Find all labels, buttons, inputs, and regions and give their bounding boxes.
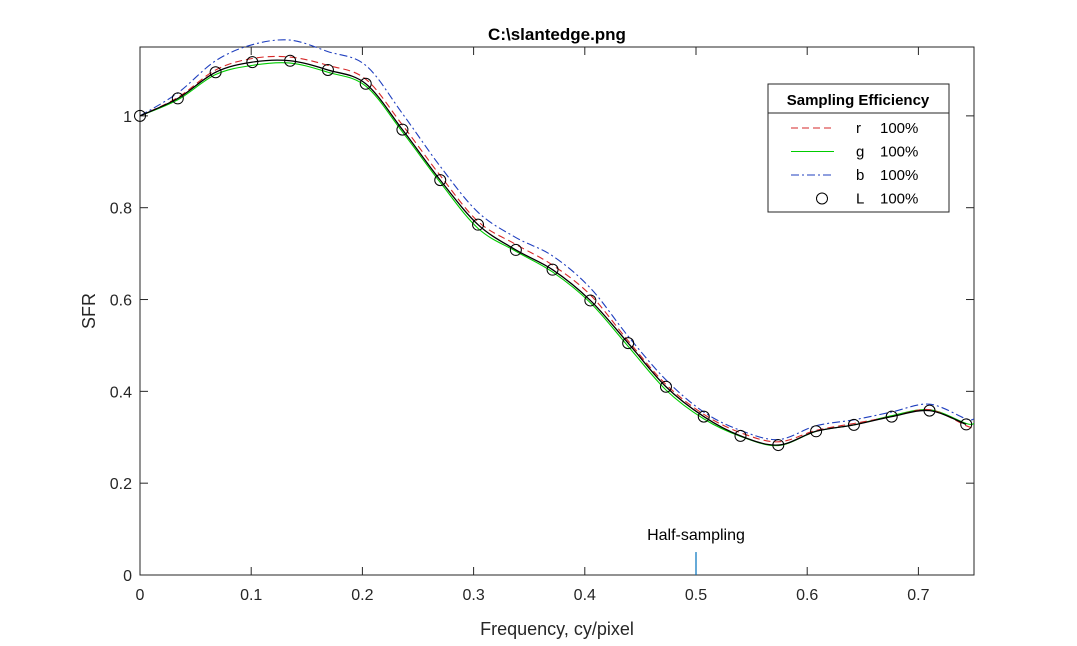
chart-title: C:\slantedge.png	[488, 25, 626, 44]
series-L-point	[622, 337, 635, 350]
half-sampling-annotation: Half-sampling	[647, 527, 745, 575]
x-tick-label: 0.4	[574, 587, 596, 604]
y-tick-label: 1	[123, 109, 132, 126]
y-axis-label: SFR	[79, 293, 99, 329]
x-tick-label: 0.7	[907, 587, 929, 604]
legend-label-b: b	[856, 167, 864, 184]
series-L-point	[546, 263, 559, 276]
legend-title: Sampling Efficiency	[787, 92, 930, 109]
series-L-point	[134, 109, 146, 122]
series-layer	[134, 39, 975, 452]
legend: Sampling Efficiency r 100% g 100% b 100% L 100%	[767, 83, 950, 213]
series-L-point	[847, 418, 860, 431]
series-L-point	[772, 439, 785, 452]
series-L-point	[359, 77, 372, 90]
series-L-point	[659, 380, 672, 393]
legend-box	[767, 83, 950, 213]
y-tick-label: 0.6	[110, 293, 132, 310]
series-b-line	[139, 39, 975, 441]
y-axis: 0 0.2 0.4 0.6 0.8 1	[110, 109, 974, 585]
x-tick-label: 0.6	[796, 587, 818, 604]
y-tick-label: 0.2	[110, 476, 132, 493]
series-L-point	[472, 218, 485, 231]
series-L-point	[885, 410, 898, 423]
y-tick-label: 0	[123, 568, 132, 585]
legend-label-g: g	[856, 144, 864, 161]
series-L-point	[697, 410, 710, 423]
series-L-point	[434, 174, 447, 187]
legend-pct-r: 100%	[880, 120, 918, 137]
series-L-line	[139, 59, 967, 446]
y-tick-label: 0.8	[110, 201, 132, 218]
series-L-point	[321, 63, 334, 76]
x-tick-label: 0	[136, 587, 145, 604]
series-L-point	[584, 294, 597, 307]
series-L-point	[960, 418, 973, 431]
half-sampling-label: Half-sampling	[647, 527, 745, 544]
x-axis: 0 0.1 0.2 0.3 0.4 0.5 0.6 0.7	[136, 47, 930, 604]
series-L-point	[246, 56, 259, 69]
series-L-point	[923, 404, 936, 417]
series-L-point	[810, 425, 823, 438]
series-L-point	[209, 66, 222, 79]
series-L-point	[396, 123, 409, 136]
series-L-point	[171, 92, 184, 105]
x-tick-label: 0.3	[462, 587, 484, 604]
y-tick-label: 0.4	[110, 384, 132, 401]
legend-pct-g: 100%	[880, 144, 918, 161]
legend-marker-L	[816, 192, 828, 205]
x-axis-label: Frequency, cy/pixel	[480, 619, 634, 639]
series-L-point	[509, 243, 522, 256]
series-L-point	[284, 54, 297, 67]
legend-pct-b: 100%	[880, 167, 918, 184]
x-tick-label: 0.2	[351, 587, 373, 604]
legend-pct-L: 100%	[880, 191, 918, 208]
legend-entries: r 100% g 100% b 100% L 100%	[791, 120, 918, 208]
x-tick-label: 0.1	[240, 587, 262, 604]
series-L-point	[734, 429, 747, 442]
x-tick-label: 0.5	[685, 587, 707, 604]
legend-label-r: r	[856, 120, 861, 137]
legend-label-L: L	[856, 191, 864, 208]
